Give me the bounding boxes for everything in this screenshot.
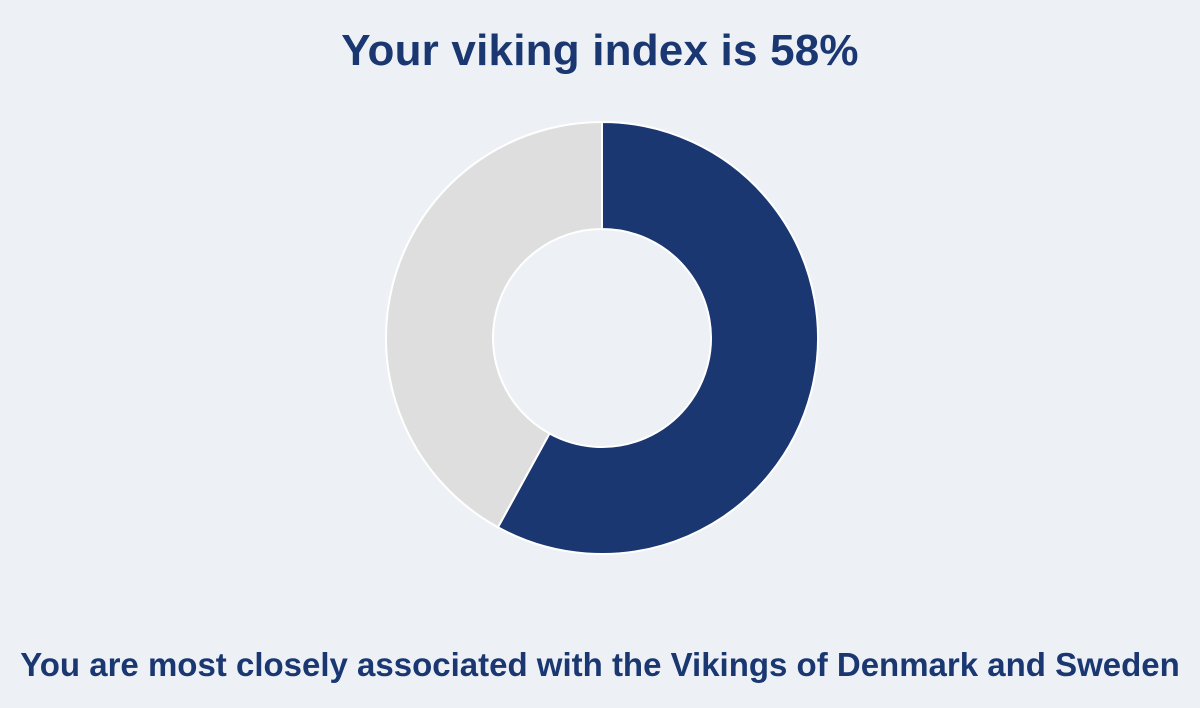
donut-slice-0	[496, 120, 819, 555]
page-title: Your viking index is 58%	[341, 26, 859, 75]
donut-chart-svg	[385, 120, 819, 555]
result-caption: You are most closely associated with the…	[20, 646, 1180, 683]
donut-slice-1	[385, 120, 603, 529]
donut-chart	[382, 118, 822, 558]
